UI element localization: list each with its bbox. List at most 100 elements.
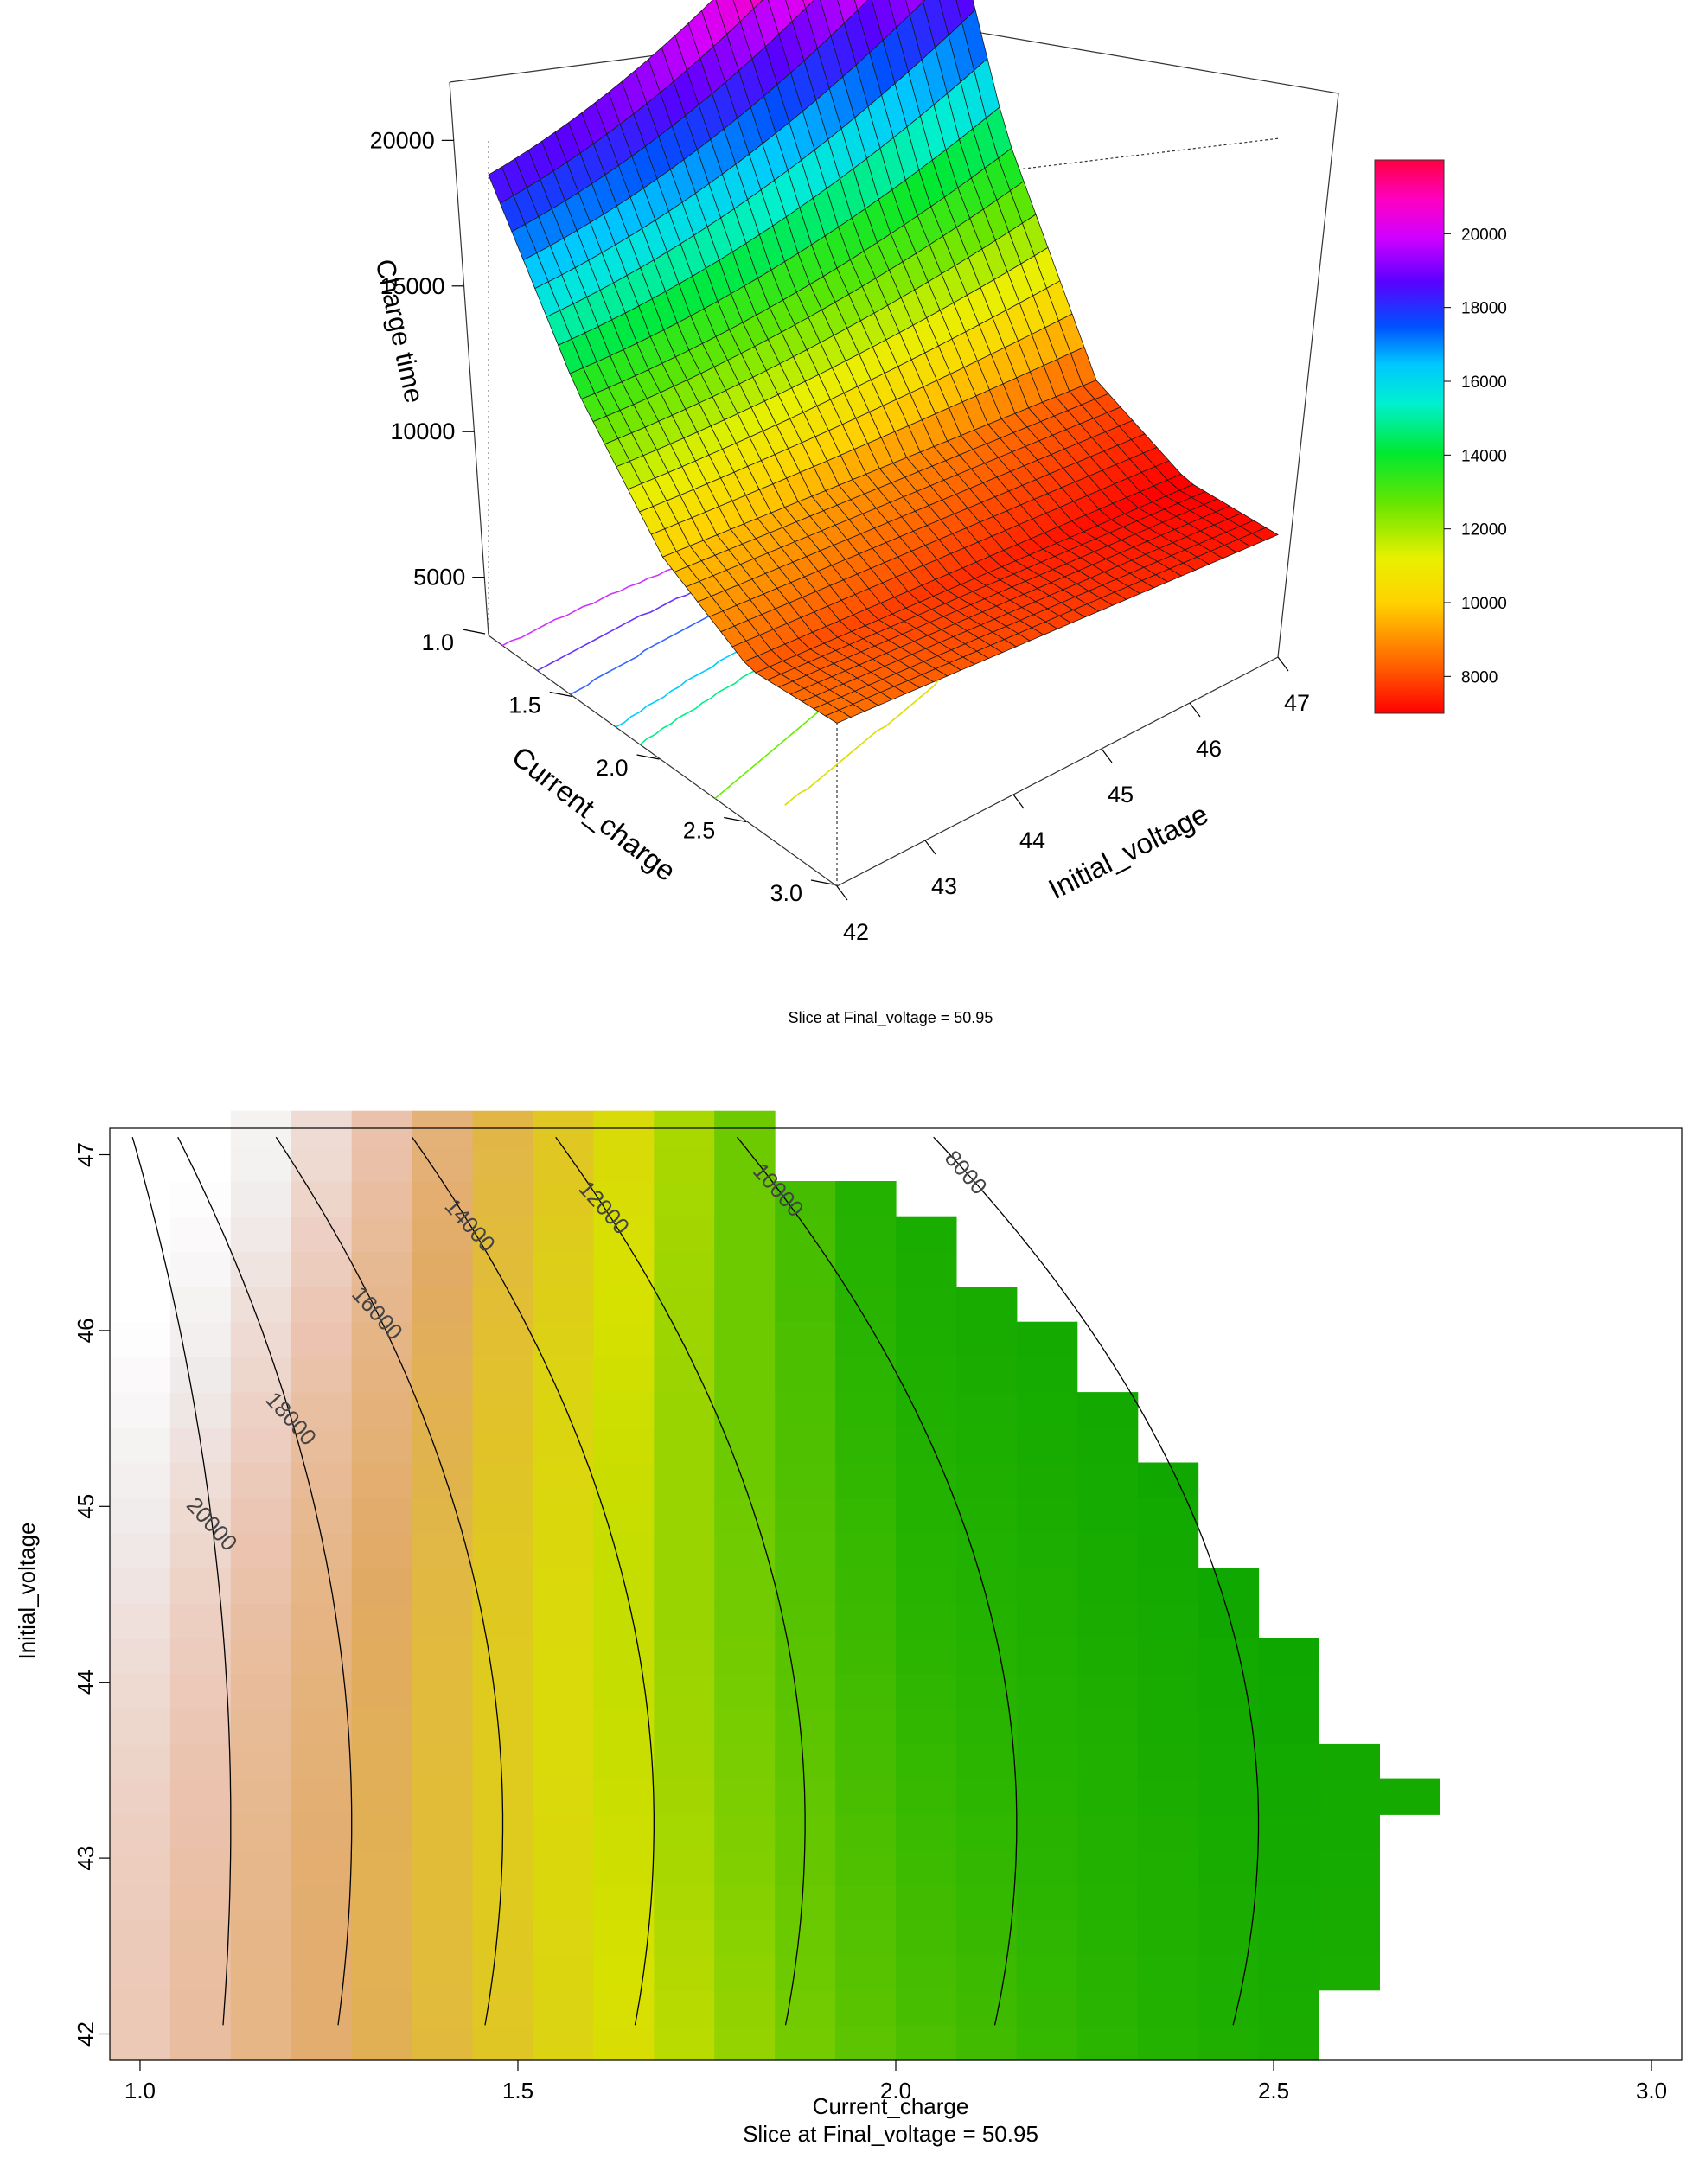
heatmap-cell <box>351 1181 413 1217</box>
heatmap-cell <box>714 1287 776 1323</box>
heatmap-cell <box>835 1603 897 1639</box>
contour-line <box>933 1136 1260 2026</box>
heatmap-cell <box>291 1638 353 1675</box>
heatmap-cell <box>291 1181 353 1217</box>
heatmap-cell <box>351 1146 413 1182</box>
heatmap-cell <box>896 1884 957 1920</box>
heatmap-cell <box>1198 1568 1260 1604</box>
heatmap-cell <box>1198 1849 1260 1886</box>
heatmap-cell <box>654 2025 715 2061</box>
heatmap-cell <box>1016 1989 1078 2026</box>
heatmap-cell <box>169 1181 232 1217</box>
heatmap-cell <box>412 1814 474 1850</box>
heatmap-cell <box>775 1532 836 1569</box>
heatmap-cell <box>654 1321 715 1357</box>
heatmap-cell <box>291 1849 353 1886</box>
heatmap-cell <box>714 1673 776 1709</box>
heatmap-cell <box>1137 1568 1199 1604</box>
y-tick-label: 45 <box>1108 782 1134 808</box>
heatmap-cell <box>1076 1778 1139 1815</box>
x-tick-label: 3.0 <box>770 880 802 906</box>
heatmap-cell <box>472 1884 533 1920</box>
heatmap-cell <box>593 1849 655 1886</box>
heatmap-cell <box>291 1778 353 1815</box>
heatmap-cell <box>169 1743 232 1780</box>
heatmap-cell <box>896 1849 957 1886</box>
heatmap-cell <box>169 1357 232 1393</box>
heatmap-cell <box>835 1568 897 1604</box>
heatmap-cell <box>169 2025 232 2061</box>
heatmap-cell <box>654 1638 715 1675</box>
heatmap-cell <box>1076 1498 1139 1534</box>
heatmap-cell <box>169 1392 232 1428</box>
heatmap-cell <box>230 1146 292 1182</box>
heatmap-cell <box>775 1498 836 1534</box>
heatmap-cell <box>412 2025 474 2061</box>
heatmap-cell <box>1137 1673 1199 1709</box>
heatmap-cell <box>351 1638 413 1675</box>
heatmap-cell <box>412 1287 474 1323</box>
heatmap-cell <box>714 1778 776 1815</box>
heatmap-cell <box>533 1532 594 1569</box>
y-tick <box>1277 656 1289 672</box>
heatmap-cell <box>1258 1778 1319 1815</box>
heatmap-cell <box>654 1778 715 1815</box>
y-axis-label: Initial_voltage <box>14 1523 40 1660</box>
heatmap-cell <box>291 1743 353 1780</box>
heatmap-cell <box>291 1919 353 1956</box>
heatmap-cell <box>351 1287 413 1323</box>
heatmap-cell <box>412 1216 474 1252</box>
bottom-caption: Slice at Final_voltage = 50.95 <box>743 2121 1038 2147</box>
heatmap-cell <box>230 1498 292 1534</box>
heatmap-cell <box>714 1955 776 1991</box>
heatmap-cell <box>351 1603 413 1639</box>
heatmap-cell <box>169 1568 232 1604</box>
heatmap-cell <box>472 1427 533 1464</box>
heatmap-cell <box>230 1673 292 1709</box>
heatmap-cell <box>291 1357 353 1393</box>
heatmap-cell <box>1076 1532 1139 1569</box>
heatmap-cell <box>412 1392 474 1428</box>
heatmap-cell <box>1016 1743 1078 1780</box>
heatmap-cell <box>654 1989 715 2026</box>
heatmap-cell <box>593 1955 655 1991</box>
heatmap-cell <box>593 1181 655 1217</box>
heatmap-cell <box>533 1427 594 1464</box>
surface-facet <box>750 0 763 10</box>
heatmap-cell <box>714 2025 776 2061</box>
heatmap-cell <box>593 1321 655 1357</box>
heatmap-cell <box>1076 1919 1139 1956</box>
heatmap-cell <box>110 1462 171 1498</box>
heatmap-cell <box>775 1989 836 2026</box>
heatmap-cell <box>714 1392 776 1428</box>
heatmap-cell <box>1258 2025 1319 2061</box>
heatmap-cell <box>230 1603 292 1639</box>
heatmap-cell <box>533 1216 594 1252</box>
heatmap-cell <box>533 1884 594 1920</box>
heatmap-cell <box>714 1989 776 2026</box>
heatmap-cell <box>110 1532 171 1569</box>
heatmap-cell <box>835 1462 897 1498</box>
axes-2d: 1.0 1.5 2.0 2.5 3.0 42 43 44 45 46 47 <box>73 1142 1667 2104</box>
heatmap-cell <box>472 1955 533 1991</box>
heatmap-cell <box>230 1814 292 1850</box>
heatmap-cell <box>230 1708 292 1745</box>
colorbar-tick-label: 20000 <box>1461 226 1507 244</box>
heatmap-cell <box>169 1989 232 2026</box>
heatmap-cell <box>896 1673 957 1709</box>
heatmap-cell <box>955 1287 1018 1323</box>
heatmap-cell <box>593 1603 655 1639</box>
heatmap-cell <box>472 2025 533 2061</box>
heatmap-cell <box>835 1321 897 1357</box>
heatmap-cell <box>714 1638 776 1675</box>
colorbar-tick-label: 10000 <box>1461 595 1507 613</box>
heatmap-cell <box>593 1357 655 1393</box>
heatmap-cell <box>1016 2025 1078 2061</box>
heatmap-cell <box>472 1462 533 1498</box>
contour-line <box>131 1137 232 2026</box>
heatmap-cell <box>896 1919 957 1956</box>
heatmap-cell <box>714 1216 776 1252</box>
heatmap-cell <box>1137 1532 1199 1569</box>
heatmap-cell <box>169 1814 232 1850</box>
